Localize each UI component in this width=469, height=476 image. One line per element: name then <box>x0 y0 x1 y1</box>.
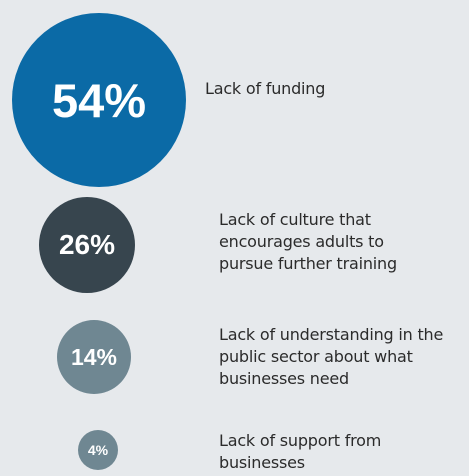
category-label-lack-of-support: Lack of support from businesses <box>219 431 382 472</box>
value-label-lack-of-funding: 54% <box>51 73 147 127</box>
bubble-lack-of-understanding: 14% <box>57 320 131 394</box>
value-label-lack-of-culture: 26% <box>58 229 116 260</box>
value-label-lack-of-understanding: 14% <box>70 343 118 370</box>
category-label-lack-of-understanding: Lack of understanding in the public sect… <box>219 325 444 388</box>
value-label-lack-of-support: 4% <box>87 442 109 458</box>
category-label-lack-of-culture: Lack of culture that encourages adults t… <box>219 210 397 273</box>
bubble-lack-of-culture: 26% <box>39 197 135 293</box>
bubble-lack-of-funding: 54% <box>12 13 186 187</box>
category-label-lack-of-funding: Lack of funding <box>205 79 326 98</box>
bubble-lack-of-support: 4% <box>78 430 118 470</box>
